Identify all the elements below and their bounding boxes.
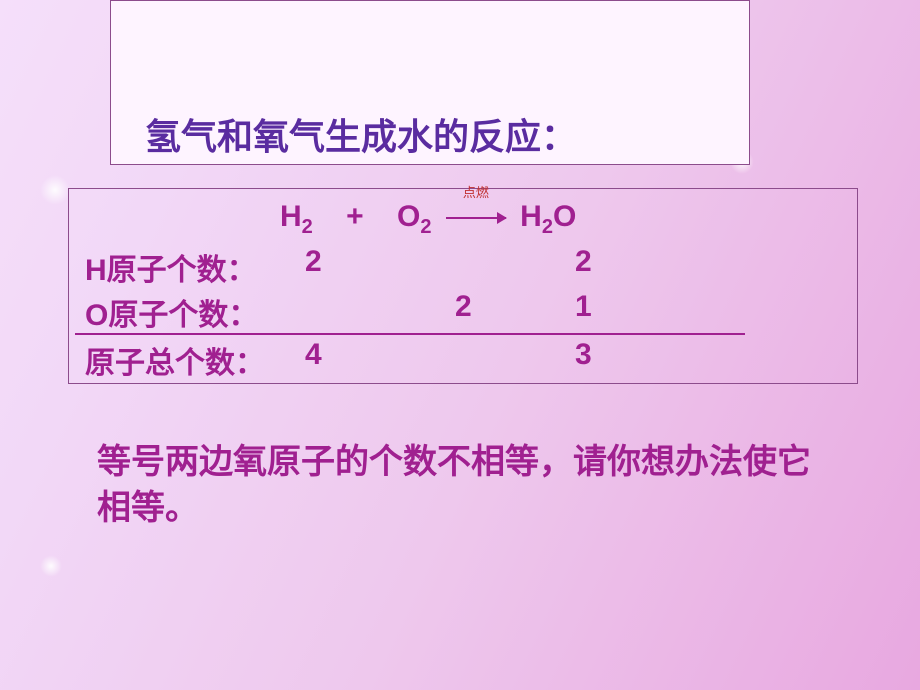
atom-count-value: 4: [305, 338, 322, 372]
instruction-text: 等号两边氧原子的个数不相等，请你想办法使它相等。: [97, 440, 837, 532]
atom-count-value: 1: [575, 290, 592, 324]
page-title: 氢气和氧气生成水的反应：: [145, 108, 577, 160]
atom-count-value: 2: [575, 245, 592, 279]
atom-count-label: H原子个数：: [85, 245, 257, 289]
atom-count-value: 2: [455, 290, 472, 324]
arrow-condition-label: 点燃: [463, 182, 489, 201]
reaction-arrow: 点燃: [446, 200, 506, 234]
divider-line: [75, 333, 745, 335]
reactant-1: H2: [280, 200, 313, 233]
atom-count-value: 2: [305, 245, 322, 279]
chemical-equation: H2 + O2 点燃 H2O: [280, 200, 576, 239]
product-1: H2O: [520, 200, 576, 233]
atom-count-value: 3: [575, 338, 592, 372]
plus-operator: +: [346, 200, 364, 233]
atom-count-label: O原子个数：: [85, 290, 258, 334]
reactant-2: O2: [397, 200, 431, 233]
atom-count-label: 原子总个数：: [85, 338, 265, 382]
